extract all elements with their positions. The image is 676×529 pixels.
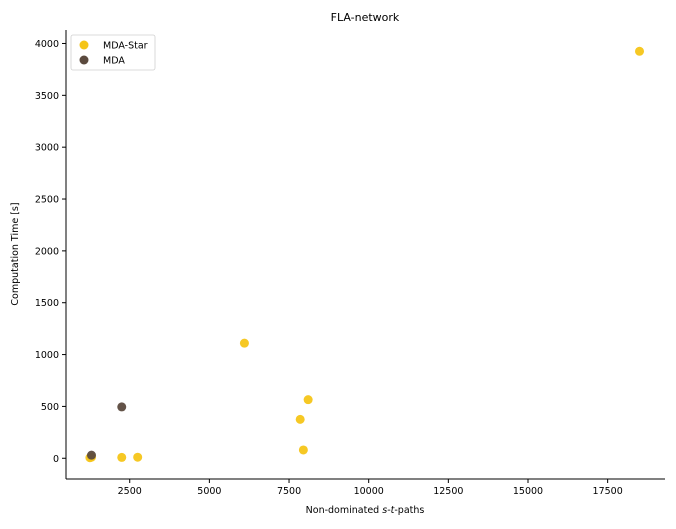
x-tick-label: 5000: [197, 486, 221, 497]
chart-title: FLA-network: [331, 11, 400, 24]
legend-marker: [79, 55, 89, 65]
data-point-mda-star: [303, 395, 313, 405]
x-axis-title: Non-dominated s-t-paths: [306, 505, 425, 516]
x-tick-label: 7500: [277, 486, 301, 497]
legend: MDA-Star MDA: [70, 34, 156, 71]
y-tick-label: 2500: [35, 195, 59, 206]
legend-label: MDA: [103, 56, 125, 67]
x-ticks: 2500 5000 7500 10000 12500 15000 17500: [118, 479, 623, 497]
legend-label: MDA-Star: [103, 41, 148, 52]
plot-area: [85, 46, 645, 463]
y-tick-label: 2000: [35, 246, 59, 257]
legend-box: [70, 34, 156, 71]
data-point-mda-star: [239, 338, 249, 348]
y-tick-label: 3500: [35, 91, 59, 102]
x-tick-label: 12500: [433, 486, 463, 497]
data-point-mda: [117, 402, 127, 412]
y-tick-label: 1500: [35, 298, 59, 309]
y-tick-label: 1000: [35, 350, 59, 361]
x-tick-label: 17500: [593, 486, 623, 497]
data-point-mda-star: [298, 445, 308, 455]
x-tick-label: 2500: [118, 486, 142, 497]
data-point-mda-star: [117, 452, 127, 462]
x-axis-title-italic-s: s: [382, 505, 387, 516]
x-axis-title-part: -paths: [394, 505, 424, 516]
y-tick-label: 3000: [35, 143, 59, 154]
data-point-mda-star: [635, 46, 645, 56]
x-tick-label: 15000: [513, 486, 543, 497]
y-tick-label: 0: [53, 454, 59, 465]
x-tick-label: 10000: [354, 486, 384, 497]
legend-items: MDA-Star MDA: [79, 40, 148, 67]
data-point-mda-star: [295, 414, 305, 424]
data-point-mda: [86, 450, 96, 460]
y-tick-label: 500: [41, 402, 59, 413]
x-axis-title-italic-t: t: [391, 505, 396, 516]
y-ticks: 0 500 1000 1500 2000 2500 3000 3500 4000: [35, 39, 66, 465]
y-tick-label: 4000: [35, 39, 59, 50]
data-point-mda-star: [133, 452, 143, 462]
data-points: [85, 46, 645, 463]
x-axis-title-part: -: [387, 505, 390, 516]
y-axis-title: Computation Time [s]: [10, 202, 21, 305]
legend-marker: [79, 40, 89, 50]
x-axis-title-part: Non-dominated: [306, 505, 383, 516]
